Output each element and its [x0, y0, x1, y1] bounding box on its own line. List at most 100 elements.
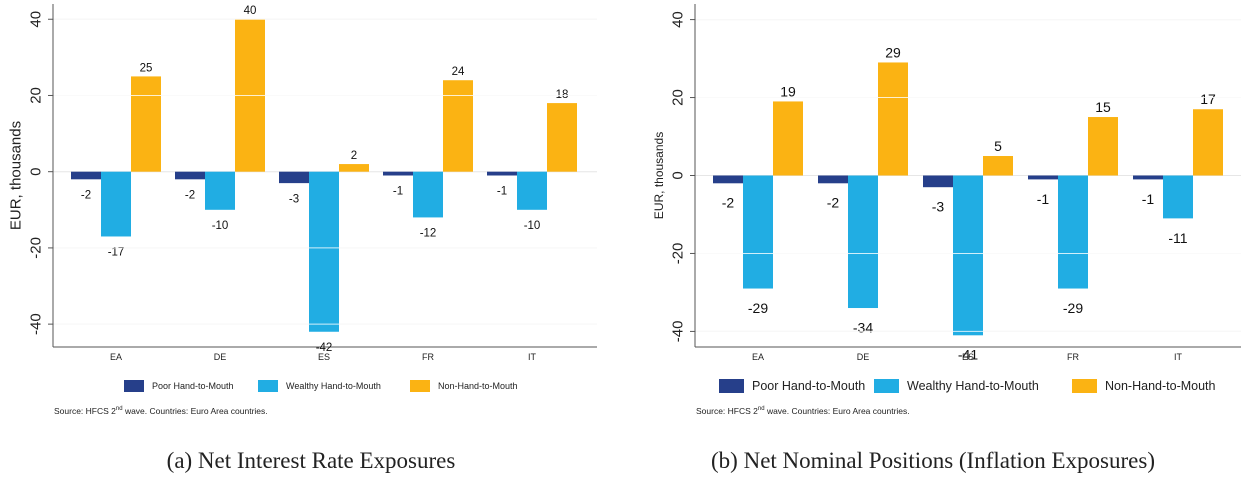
- source-note-b: Source: HFCS 2nd wave. Countries: Euro A…: [696, 406, 910, 416]
- bar-es-poor: [279, 171, 309, 184]
- data-label: -2: [722, 195, 735, 211]
- y-tick-label: 40: [28, 11, 45, 28]
- caption-a: (a) Net Interest Rate Exposures: [166, 448, 456, 473]
- bar-it-poor: [1133, 175, 1163, 180]
- bar-de-poor: [175, 171, 205, 180]
- x-category-label: DE: [857, 352, 870, 362]
- bar-es-non: [983, 156, 1013, 176]
- legend-label-non: Non-Hand-to-Mouth: [1105, 379, 1216, 393]
- data-label: -2: [827, 195, 840, 211]
- x-category-label: IT: [528, 352, 537, 362]
- data-label: 40: [244, 5, 257, 17]
- data-label: 17: [1200, 91, 1216, 107]
- y-tick-label: 0: [28, 168, 45, 176]
- bar-it-non: [1193, 109, 1223, 176]
- y-tick-label: -20: [28, 237, 45, 259]
- legend-label-poor: Poor Hand-to-Mouth: [752, 379, 866, 393]
- bar-es-wealthy: [309, 171, 339, 332]
- legend-label-poor: Poor Hand-to-Mouth: [152, 381, 234, 391]
- y-tick-label: -40: [28, 313, 45, 335]
- data-label: -29: [1063, 300, 1083, 316]
- y-tick-label: 20: [670, 89, 687, 106]
- data-label: -17: [108, 247, 125, 259]
- bar-ea-wealthy: [743, 175, 773, 289]
- data-label: -1: [1037, 191, 1050, 207]
- x-category-label: DE: [214, 352, 227, 362]
- y-tick-label: -20: [670, 243, 687, 265]
- bar-de-non: [878, 62, 908, 176]
- legend-swatch-wealthy: [258, 380, 278, 392]
- bar-chart-a: -40 -20 0 20 40 EUR, thousands -2 -17 25 EA -2 -10 4…: [8, 4, 597, 362]
- data-label: -3: [289, 193, 299, 205]
- bar-de-wealthy: [848, 175, 878, 309]
- legend-label-wealthy: Wealthy Hand-to-Mouth: [907, 379, 1039, 393]
- data-label: -3: [932, 199, 945, 215]
- bar-ea-non: [773, 101, 803, 176]
- data-label: 5: [994, 138, 1002, 154]
- data-label: 19: [780, 83, 796, 99]
- bar-es-poor: [923, 175, 953, 188]
- data-label: -42: [316, 342, 333, 354]
- data-label: 24: [452, 66, 465, 78]
- bar-es-non: [339, 164, 369, 172]
- data-label: -34: [853, 319, 873, 335]
- data-label: -10: [212, 220, 229, 232]
- chart-panel-b: -40 -20 0 20 40 EUR, thousands -2 -29 19 EA -2 -34 2…: [622, 0, 1244, 480]
- y-tick-label: 40: [670, 11, 687, 28]
- chart-panel-a: -40 -20 0 20 40 EUR, thousands -2 -17 25 EA -2 -10 4…: [8, 4, 597, 473]
- data-label: -2: [81, 190, 91, 202]
- bar-it-wealthy: [517, 171, 547, 210]
- data-label: -41: [958, 347, 978, 363]
- source-note-a: Source: HFCS 2nd wave. Countries: Euro A…: [54, 406, 268, 416]
- bar-ea-poor: [713, 175, 743, 184]
- bar-fr-non: [1088, 117, 1118, 176]
- bar-es-wealthy: [953, 175, 983, 336]
- data-label: -29: [748, 300, 768, 316]
- data-label: 29: [885, 44, 901, 60]
- legend-label-non: Non-Hand-to-Mouth: [438, 381, 518, 391]
- caption-b: (b) Net Nominal Positions (Inflation Exp…: [711, 448, 1155, 473]
- data-label: -1: [393, 186, 403, 198]
- bar-ea-non: [131, 76, 161, 172]
- y-tick-label: -40: [670, 321, 687, 343]
- legend-item-wealthy: Wealthy Hand-to-Mouth: [874, 376, 1039, 396]
- x-category-label: ES: [318, 352, 330, 362]
- y-axis-title: EUR, thousands: [652, 132, 666, 219]
- legend-item-poor: Poor Hand-to-Mouth: [719, 376, 865, 396]
- legend-swatch-poor: [719, 379, 744, 393]
- bar-chart-b: -40 -20 0 20 40 EUR, thousands -2 -29 19 EA -2 -34 2…: [652, 4, 1241, 363]
- data-label: 25: [140, 62, 153, 74]
- legend-item-non: Non-Hand-to-Mouth: [410, 376, 518, 396]
- data-label: -11: [1168, 230, 1187, 246]
- y-tick-label: 20: [28, 87, 45, 104]
- bar-fr-poor: [383, 171, 413, 176]
- data-label: -2: [185, 190, 195, 202]
- legend-label-wealthy: Wealthy Hand-to-Mouth: [286, 381, 381, 391]
- data-label: 15: [1095, 99, 1111, 115]
- legend-swatch-non: [1072, 379, 1097, 393]
- bar-it-poor: [487, 171, 517, 176]
- legend-item-non: Non-Hand-to-Mouth: [1072, 376, 1215, 396]
- legend-swatch-non: [410, 380, 430, 392]
- bar-ea-poor: [71, 171, 101, 180]
- bar-ea-wealthy: [101, 171, 131, 237]
- bar-fr-poor: [1028, 175, 1058, 180]
- legend-item-wealthy: Wealthy Hand-to-Mouth: [258, 376, 381, 396]
- bar-fr-wealthy: [1058, 175, 1088, 289]
- legend-item-poor: Poor Hand-to-Mouth: [124, 376, 234, 396]
- data-label: -1: [1142, 191, 1155, 207]
- bar-de-poor: [818, 175, 848, 184]
- x-category-label: ES: [962, 352, 974, 362]
- bar-fr-wealthy: [413, 171, 443, 218]
- y-axis-title: EUR, thousands: [8, 121, 25, 230]
- y-tick-label: 0: [670, 171, 687, 179]
- bar-it-non: [547, 103, 577, 172]
- legend-swatch-wealthy: [874, 379, 899, 393]
- x-category-label: FR: [1067, 352, 1079, 362]
- x-category-label: FR: [422, 352, 434, 362]
- x-category-label: IT: [1174, 352, 1183, 362]
- data-label: 2: [351, 150, 357, 162]
- bar-it-wealthy: [1163, 175, 1193, 219]
- bar-de-wealthy: [205, 171, 235, 210]
- data-label: -10: [524, 220, 541, 232]
